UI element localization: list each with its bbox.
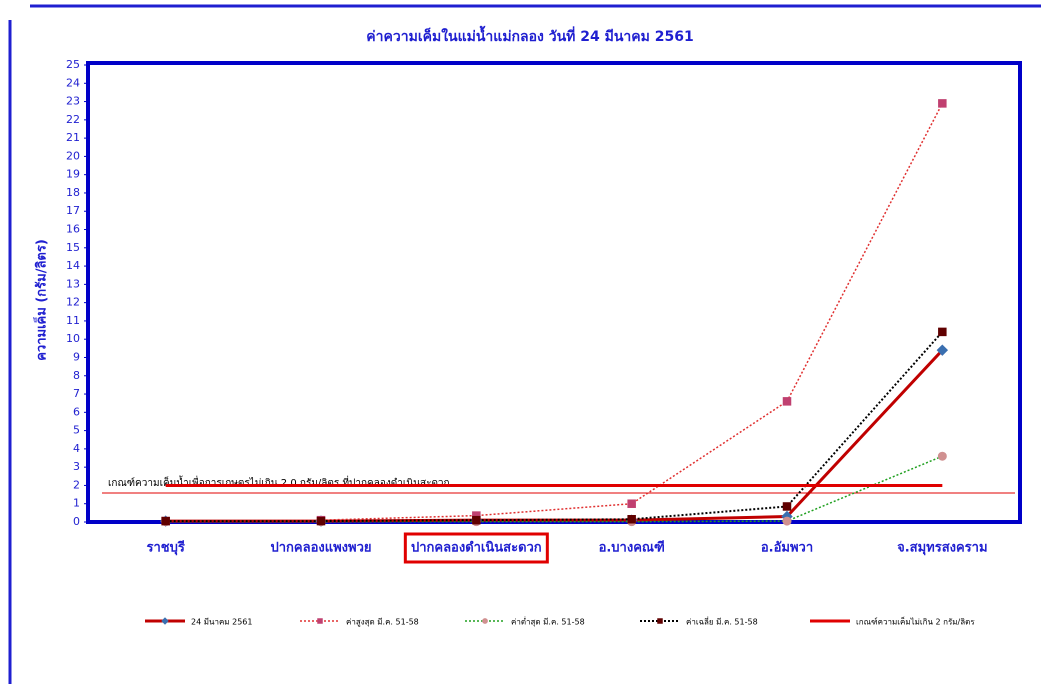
legend-marker: [657, 618, 663, 624]
y-tick-label: 16: [66, 223, 80, 236]
x-tick-label: อ.อัมพวา: [761, 541, 813, 556]
y-axis-label: ความเค็ม (กรัม/ลิตร): [32, 239, 50, 361]
y-tick-label: 21: [66, 131, 80, 144]
y-tick-label: 22: [66, 113, 80, 126]
y-tick-label: 6: [73, 405, 80, 418]
y-tick-label: 19: [66, 168, 80, 181]
highlight-box: [403, 532, 549, 564]
y-tick-label: 17: [66, 204, 80, 217]
data-point: [936, 344, 949, 356]
series-line: [165, 331, 944, 523]
y-tick-label: 8: [73, 369, 80, 382]
y-tick-label: 20: [66, 149, 80, 162]
y-tick-label: 13: [66, 277, 80, 290]
y-tick-label: 15: [66, 241, 80, 254]
legend-label: เกณฑ์ความเค็มไม่เกิน 2 กรัม/ลิตร: [856, 617, 975, 627]
data-point: [472, 515, 481, 525]
y-tick-label: 12: [66, 296, 80, 309]
data-point: [937, 451, 947, 461]
plot-area: [86, 61, 1022, 524]
y-tick-label: 7: [73, 387, 80, 400]
legend-label: ค่าต่ำสุด มี.ค. 51-58: [511, 616, 585, 627]
y-tick-label: 2: [73, 478, 80, 491]
y-tick-label: 14: [66, 259, 80, 272]
data-point: [782, 502, 792, 511]
y-tick-label: 18: [66, 186, 80, 199]
data-point: [938, 99, 947, 108]
y-tick-label: 5: [73, 424, 80, 437]
data-point: [938, 327, 947, 337]
legend-label: ค่าเฉลี่ย มี.ค. 51-58: [686, 616, 758, 627]
y-tick-label: 25: [66, 58, 80, 71]
y-tick-label: 1: [73, 497, 80, 510]
y-tick-label: 11: [66, 314, 80, 327]
data-point: [316, 516, 326, 526]
data-point: [782, 516, 792, 526]
y-tick-label: 3: [73, 460, 80, 473]
x-tick-label: ปากคลองแพงพวย: [270, 541, 371, 556]
y-tick-label: 24: [66, 76, 80, 89]
data-point: [627, 499, 636, 508]
y-tick-label: 10: [66, 332, 80, 345]
legend-marker: [317, 618, 323, 624]
data-point: [627, 515, 636, 524]
x-tick-label: ราชบุรี: [146, 540, 184, 556]
data-point: [782, 397, 792, 406]
y-tick-label: 0: [73, 515, 80, 528]
y-tick-label: 23: [66, 95, 80, 108]
data-point: [161, 516, 170, 526]
legend-label: 24 มีนาคม 2561: [191, 618, 252, 627]
chart-title: ค่าความเค็มในแม่น้ำแม่กลอง วันที่ 24 มีน…: [366, 25, 693, 45]
x-tick-label: จ.สมุทรสงคราม: [897, 541, 987, 556]
legend-marker: [482, 618, 488, 624]
legend-marker: [161, 617, 169, 625]
y-tick-label: 4: [73, 442, 80, 455]
y-tick-label: 9: [73, 350, 80, 363]
x-tick-label: อ.บางคณฑี: [599, 540, 665, 556]
x-tick-label: ปากคลองดำเนินสะดวก: [411, 540, 542, 556]
legend-label: ค่าสูงสุด มี.ค. 51-58: [346, 618, 419, 628]
